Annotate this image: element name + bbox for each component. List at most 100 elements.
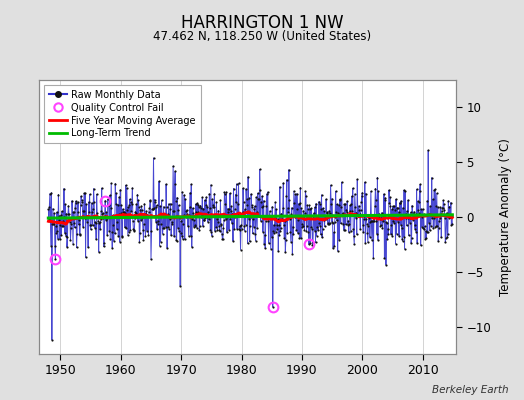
Point (142, 211, 150, 218)
Point (275, 222, 283, 229)
Point (84, 199, 93, 205)
Point (184, 213, 192, 219)
Point (50, 221, 58, 227)
Point (373, 174, 381, 181)
Point (54, 236, 62, 242)
Point (311, 204, 319, 210)
Point (261, 245, 269, 252)
Point (228, 210, 237, 217)
Point (410, 208, 418, 215)
Point (226, 216, 235, 222)
Point (177, 230, 185, 236)
Point (326, 182, 335, 188)
Point (105, 228, 113, 234)
Point (226, 190, 234, 197)
Point (357, 199, 365, 205)
Point (147, 256, 155, 262)
Point (112, 200, 120, 207)
Point (372, 218, 380, 224)
Point (325, 208, 333, 214)
Point (294, 230, 302, 236)
Point (306, 240, 314, 246)
Point (200, 217, 209, 224)
Point (272, 222, 281, 228)
Point (158, 213, 166, 219)
Point (379, 218, 388, 224)
Point (264, 218, 272, 224)
Point (150, 205, 158, 212)
Point (139, 227, 147, 233)
Point (236, 223, 244, 229)
Point (264, 189, 272, 195)
Point (73, 209, 82, 215)
Point (280, 222, 288, 228)
Point (121, 210, 129, 217)
Point (83, 212, 92, 219)
Point (440, 201, 448, 208)
Point (344, 222, 352, 228)
Point (301, 210, 309, 216)
Point (359, 229, 367, 235)
Point (370, 217, 378, 224)
Point (162, 204, 171, 210)
Point (358, 189, 366, 196)
Point (191, 221, 199, 228)
Point (424, 147, 432, 154)
Point (433, 223, 441, 230)
Point (420, 225, 429, 232)
Point (130, 215, 139, 221)
Point (87, 222, 95, 228)
Point (299, 208, 308, 214)
Point (339, 221, 347, 227)
Point (293, 206, 302, 212)
Point (100, 240, 108, 247)
Point (46, 217, 54, 224)
Point (405, 232, 413, 238)
Point (195, 226, 203, 233)
Point (346, 228, 355, 234)
Point (52, 222, 60, 229)
Point (156, 203, 164, 210)
Point (431, 224, 439, 230)
Point (74, 221, 83, 228)
Point (252, 194, 260, 200)
Point (429, 196, 437, 202)
Point (417, 242, 425, 248)
Point (121, 224, 129, 231)
Y-axis label: Temperature Anomaly (°C): Temperature Anomaly (°C) (499, 138, 512, 296)
Point (78, 198, 86, 205)
Point (111, 230, 119, 236)
Point (403, 214, 412, 221)
Point (137, 217, 145, 224)
Point (59, 218, 67, 225)
Point (367, 188, 375, 194)
Point (367, 218, 376, 224)
Point (378, 225, 387, 231)
Point (420, 211, 428, 217)
Point (127, 208, 136, 214)
Point (90, 186, 98, 192)
Point (89, 206, 97, 212)
Point (179, 220, 188, 227)
Point (99, 210, 107, 216)
Point (196, 202, 204, 209)
Point (152, 219, 160, 225)
Point (199, 206, 208, 212)
Point (444, 198, 453, 204)
Point (271, 229, 280, 235)
Point (193, 224, 201, 231)
Point (216, 197, 225, 204)
Point (290, 200, 299, 207)
Point (127, 199, 135, 206)
Point (208, 232, 216, 239)
Point (281, 249, 290, 256)
Point (443, 210, 451, 216)
Point (257, 204, 266, 210)
Point (53, 209, 61, 215)
Point (393, 204, 401, 211)
Point (304, 206, 312, 212)
Point (79, 208, 87, 215)
Point (356, 226, 365, 232)
Point (63, 234, 72, 240)
Point (117, 210, 125, 216)
